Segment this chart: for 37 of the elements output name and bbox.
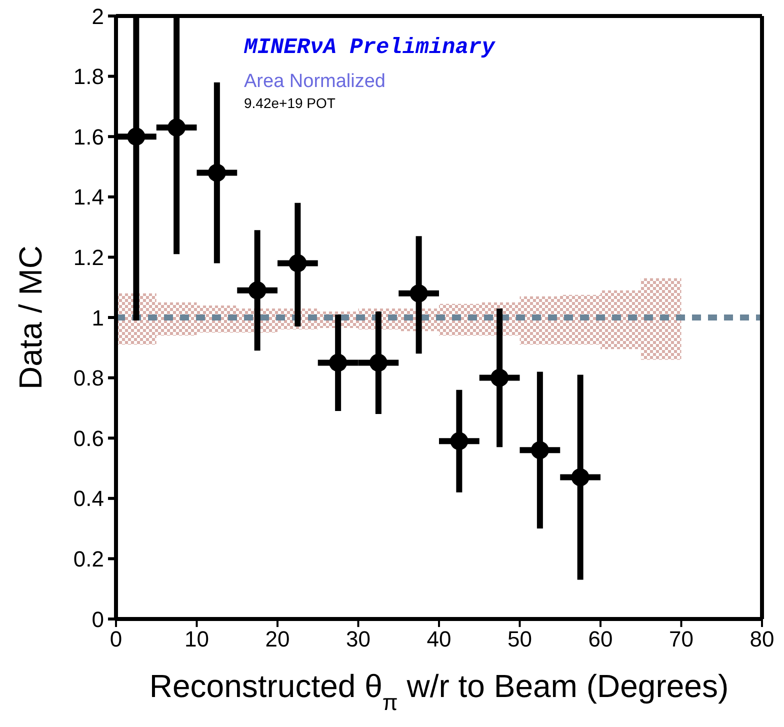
x-tick-label: 40 — [426, 626, 452, 652]
x-tick-label: 0 — [110, 626, 122, 652]
point — [208, 164, 226, 182]
point — [329, 354, 348, 372]
y-axis-title: Data / MC — [12, 245, 48, 390]
annotation: 9.42e+19 POT — [244, 95, 336, 113]
x-tick-label: 20 — [265, 626, 290, 652]
y-tick-label: 1.2 — [73, 245, 104, 270]
point — [410, 284, 428, 302]
y-tick-label: 0.4 — [73, 486, 104, 512]
point — [571, 468, 590, 486]
point — [530, 441, 549, 460]
y-tick-label: 1.6 — [73, 124, 104, 150]
point — [369, 354, 388, 372]
x-tick-label: 80 — [750, 626, 774, 652]
y-tick-label: 0.2 — [73, 546, 104, 572]
point — [168, 118, 186, 137]
x-tick-label: 60 — [588, 626, 613, 652]
y-tick-label: 1.4 — [73, 184, 104, 210]
annotation: MINERνA Preliminary — [244, 34, 495, 62]
x-axis-title: Reconstructed θ$_{π}$ w/r to Beam (Degrees) — [149, 668, 729, 714]
y-tick-label: 0.6 — [73, 426, 104, 451]
y-tick-label: 0.8 — [73, 366, 104, 391]
annotation: Area Normalized — [244, 70, 386, 94]
y-tick-label: 1 — [92, 305, 104, 330]
x-tick-label: 10 — [184, 626, 209, 652]
y-tick-label: 0 — [92, 606, 104, 632]
point — [490, 368, 509, 387]
y-tick-label: 1.8 — [73, 64, 104, 90]
point — [248, 281, 266, 300]
point — [288, 254, 307, 272]
point — [450, 432, 468, 450]
x-tick-label: 30 — [346, 626, 370, 652]
point — [127, 128, 146, 146]
y-tick-label: 2 — [92, 4, 104, 29]
x-tick-label: 70 — [669, 626, 694, 652]
x-tick-label: 50 — [508, 626, 532, 652]
